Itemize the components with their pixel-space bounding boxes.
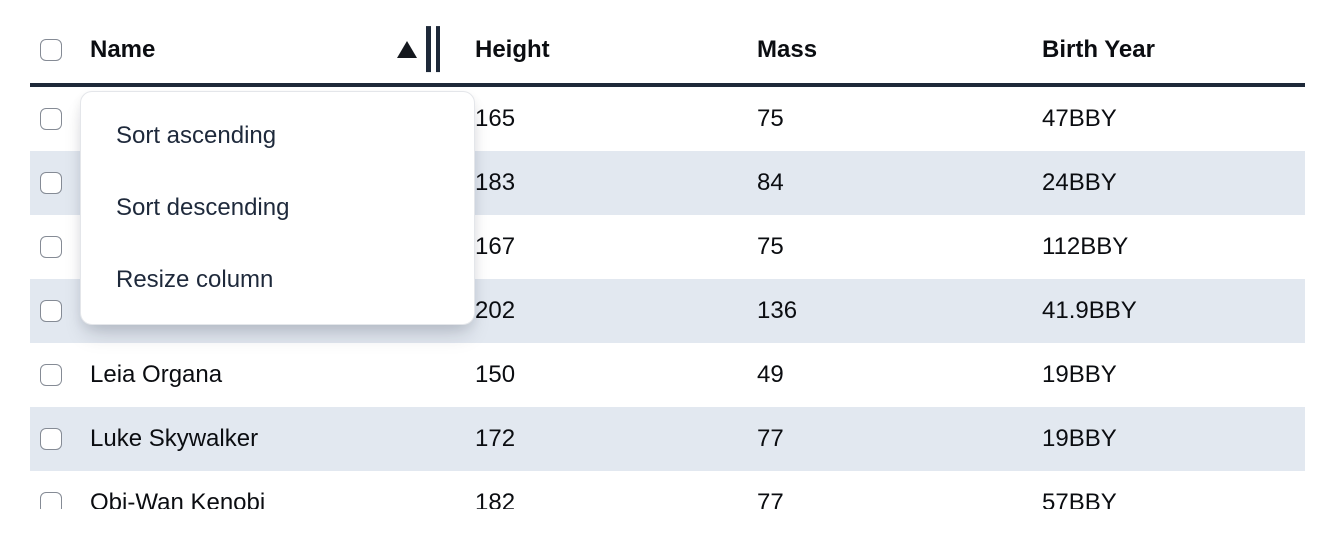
cell-name: Obi-Wan Kenobi [90,489,266,509]
cell-height: 150 [475,361,516,388]
row-checkbox[interactable] [40,236,62,258]
cell-mass: 77 [757,489,784,509]
column-header-name[interactable]: Name [90,25,443,72]
cell-height: 202 [475,297,516,324]
select-all-cell [30,38,90,61]
column-resize-handle-icon[interactable] [426,25,440,72]
cell-birth-year: 41.9BBY [1042,297,1137,324]
cell-mass: 75 [757,105,784,132]
cell-mass: 75 [757,233,784,260]
data-table: Name Height Mass Birth Year 165 75 47BBY… [30,0,1305,509]
cell-birth-year: 24BBY [1042,169,1117,196]
sort-ascending-icon [397,41,417,58]
table-header-row: Name Height Mass Birth Year [30,0,1305,87]
column-header-height[interactable]: Height [475,35,550,63]
cell-birth-year: 47BBY [1042,105,1117,132]
menu-item-sort-descending[interactable]: Sort descending [116,194,290,221]
row-checkbox[interactable] [40,300,62,322]
cell-height: 182 [475,489,516,509]
cell-height: 172 [475,425,516,452]
table-row: Obi-Wan Kenobi 182 77 57BBY [30,471,1305,509]
cell-birth-year: 57BBY [1042,489,1117,509]
row-checkbox[interactable] [40,364,62,386]
column-header-mass[interactable]: Mass [757,35,818,63]
cell-mass: 84 [757,169,784,196]
cell-mass: 136 [757,297,798,324]
menu-item-sort-ascending[interactable]: Sort ascending [116,122,277,149]
column-context-menu: Sort ascending Sort descending Resize co… [80,91,475,325]
row-checkbox[interactable] [40,108,62,130]
row-checkbox[interactable] [40,172,62,194]
row-checkbox[interactable] [40,428,62,450]
cell-height: 165 [475,105,516,132]
cell-height: 183 [475,169,516,196]
menu-item-resize-column[interactable]: Resize column [116,266,274,293]
cell-mass: 77 [757,425,784,452]
cell-name: Leia Organa [90,361,223,388]
resize-bar [435,25,440,72]
cell-height: 167 [475,233,516,260]
resize-bar [426,25,431,72]
cell-name: Luke Skywalker [90,425,259,452]
cell-birth-year: 19BBY [1042,361,1117,388]
cell-mass: 49 [757,361,784,388]
table-row: Leia Organa 150 49 19BBY [30,343,1305,407]
column-header-birth-year[interactable]: Birth Year [1042,35,1155,63]
select-all-checkbox[interactable] [40,38,62,61]
row-checkbox[interactable] [40,492,62,509]
cell-birth-year: 112BBY [1042,233,1129,260]
cell-birth-year: 19BBY [1042,425,1117,452]
table-row: Luke Skywalker 172 77 19BBY [30,407,1305,471]
column-header-name-label: Name [90,35,156,63]
